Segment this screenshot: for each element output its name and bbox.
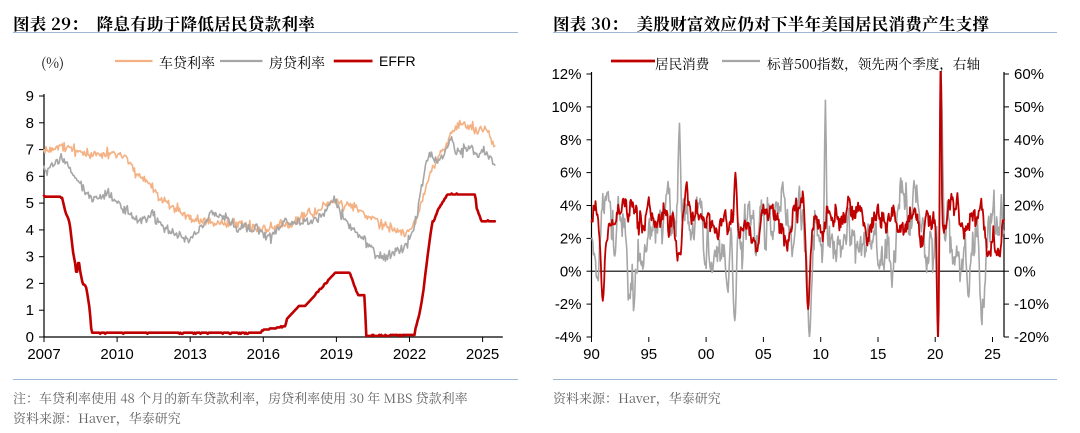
svg-text:8: 8 [26, 115, 34, 132]
svg-text:6: 6 [26, 168, 34, 185]
svg-text:15: 15 [870, 346, 887, 363]
svg-text:30%: 30% [1014, 165, 1044, 182]
svg-text:2022: 2022 [393, 346, 426, 363]
svg-text:1: 1 [26, 302, 34, 319]
svg-text:95: 95 [640, 346, 657, 363]
svg-text:05: 05 [755, 346, 772, 363]
svg-text:60%: 60% [1014, 66, 1044, 83]
svg-text:-20%: -20% [1014, 329, 1049, 346]
svg-text:2025: 2025 [466, 346, 499, 363]
svg-text:10%: 10% [1014, 230, 1044, 247]
svg-text:5: 5 [26, 195, 34, 212]
svg-text:10%: 10% [551, 99, 581, 116]
svg-text:2: 2 [26, 275, 34, 292]
svg-text:40%: 40% [1014, 132, 1044, 149]
svg-text:00: 00 [698, 346, 715, 363]
svg-text:2%: 2% [560, 230, 582, 247]
svg-text:12%: 12% [551, 66, 581, 83]
svg-text:2016: 2016 [247, 346, 280, 363]
svg-text:2013: 2013 [174, 346, 207, 363]
svg-text:0: 0 [26, 329, 34, 346]
svg-text:2010: 2010 [100, 346, 133, 363]
svg-text:3: 3 [26, 249, 34, 266]
svg-text:2007: 2007 [27, 346, 60, 363]
svg-text:8%: 8% [560, 132, 582, 149]
svg-text:-4%: -4% [555, 329, 582, 346]
svg-text:4%: 4% [560, 198, 582, 215]
svg-text:4: 4 [26, 222, 34, 239]
svg-text:0%: 0% [560, 263, 582, 280]
svg-text:50%: 50% [1014, 99, 1044, 116]
svg-text:-2%: -2% [555, 296, 582, 313]
svg-text:2019: 2019 [320, 346, 353, 363]
svg-text:-10%: -10% [1014, 296, 1049, 313]
svg-text:20: 20 [927, 346, 944, 363]
svg-text:25: 25 [984, 346, 1001, 363]
svg-text:10: 10 [812, 346, 829, 363]
svg-text:6%: 6% [560, 165, 582, 182]
svg-text:7: 7 [26, 142, 34, 159]
svg-text:9: 9 [26, 88, 34, 105]
svg-text:20%: 20% [1014, 198, 1044, 215]
svg-text:90: 90 [583, 346, 600, 363]
svg-text:0%: 0% [1014, 263, 1036, 280]
